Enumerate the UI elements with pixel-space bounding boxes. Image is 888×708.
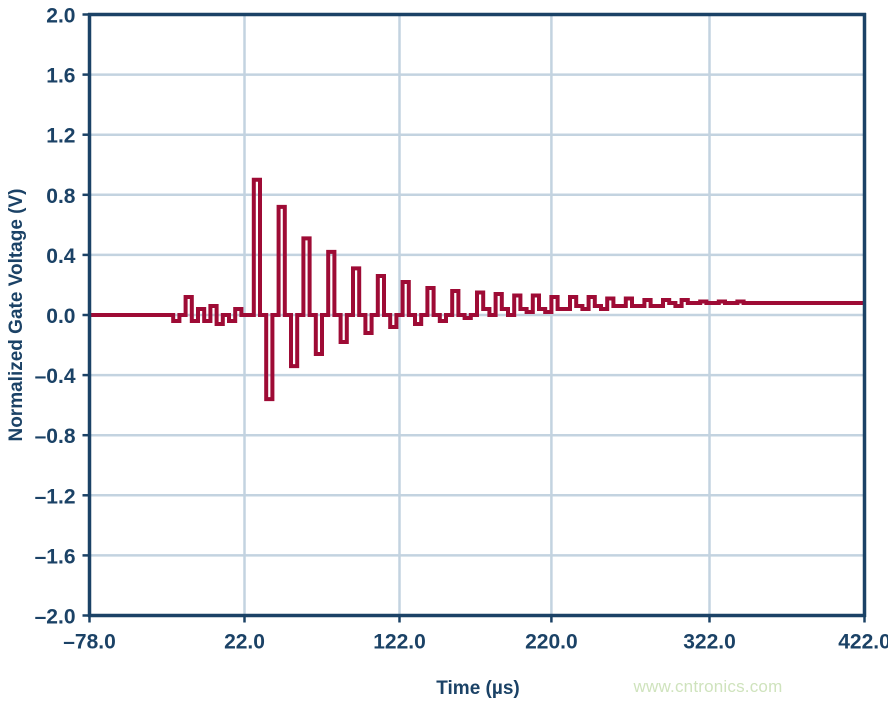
y-tick-label: 1.6 bbox=[46, 65, 75, 88]
y-tick-label: –1.6 bbox=[35, 545, 76, 568]
x-tick-label: 22.0 bbox=[224, 631, 265, 654]
y-tick-label: –0.8 bbox=[35, 425, 76, 448]
x-axis-tick-labels: –78.0 22.0 122.0 220.0 322.0 422.0 bbox=[63, 631, 888, 654]
x-axis-title: Time (µs) bbox=[436, 678, 519, 699]
x-tick-label: 422.0 bbox=[838, 631, 888, 654]
x-tick-label: 122.0 bbox=[373, 631, 426, 654]
y-tick-label: 0.8 bbox=[46, 185, 76, 208]
y-tick-label: –2.0 bbox=[35, 606, 76, 629]
x-tick-label: 220.0 bbox=[525, 631, 578, 654]
x-tick-label: 322.0 bbox=[683, 631, 736, 654]
y-tick-label: 0.4 bbox=[46, 245, 76, 268]
y-axis-tick-marks bbox=[82, 13, 90, 617]
x-tick-label: –78.0 bbox=[63, 631, 116, 654]
y-axis-title: Normalized Gate Voltage (V) bbox=[6, 188, 27, 441]
y-tick-label: 0.0 bbox=[46, 305, 75, 328]
horizontal-gridlines bbox=[89, 73, 865, 557]
y-axis-tick-labels: –2.0 –1.6 –1.2 –0.8 –0.4 0.0 0.4 0.8 1.2 1.6 2.0 bbox=[35, 5, 76, 629]
y-tick-label: 2.0 bbox=[46, 5, 75, 28]
y-tick-label: –1.2 bbox=[35, 485, 76, 508]
y-tick-label: 1.2 bbox=[46, 125, 75, 148]
watermark-label: www.cntronics.com bbox=[633, 677, 783, 696]
x-axis-tick-marks bbox=[88, 615, 866, 623]
waveform-trace bbox=[89, 177, 865, 402]
y-tick-label: –0.4 bbox=[35, 365, 76, 388]
waveform-trace-group bbox=[89, 177, 865, 402]
